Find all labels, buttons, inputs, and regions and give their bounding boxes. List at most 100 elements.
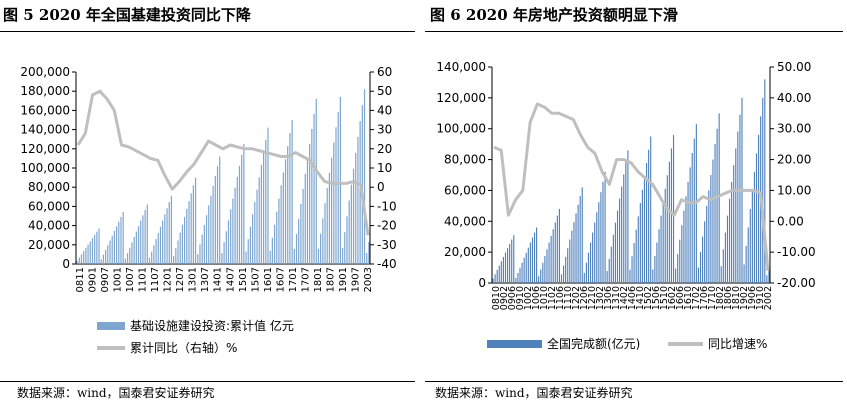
bar [309, 143, 311, 264]
bar [650, 136, 652, 283]
bar [175, 248, 177, 264]
bar [583, 272, 585, 283]
bar [291, 120, 293, 264]
bar [186, 209, 188, 264]
x-tick-label: 1910 [755, 286, 766, 310]
bar [295, 233, 298, 264]
bar [105, 249, 107, 264]
bar [743, 264, 745, 283]
bar [284, 159, 287, 264]
bar [527, 247, 529, 283]
legend-label: 累计同比（右轴）% [130, 340, 237, 355]
legend-bar-swatch [487, 340, 542, 348]
bar [621, 186, 623, 283]
bar [558, 208, 560, 283]
bar [592, 232, 594, 283]
bar [322, 218, 324, 264]
bar [293, 248, 295, 264]
right-title-rule [425, 31, 843, 32]
left-y-tick-label: 100,000 [20, 161, 70, 175]
right-y-tick-label: 50 [377, 84, 392, 98]
bar [173, 256, 175, 264]
x-tick-label: 1510 [659, 286, 670, 310]
bar [664, 188, 666, 283]
bar [735, 148, 737, 283]
right-y-tick-label: -10 [377, 199, 397, 213]
x-tick-label: 0811 [75, 267, 86, 292]
bar [542, 262, 544, 283]
bar [604, 171, 606, 283]
bar [278, 198, 280, 264]
bar [758, 134, 760, 283]
bar [519, 267, 521, 283]
bar [710, 175, 712, 283]
bar [533, 232, 536, 283]
bar [600, 192, 602, 283]
x-tick-label: 1702 [691, 286, 702, 310]
bar [608, 258, 610, 283]
bar [660, 215, 662, 283]
bar [267, 127, 269, 265]
x-tick-label: 1807 [325, 267, 336, 292]
bar [546, 249, 548, 283]
bar [361, 105, 363, 264]
left-y-tick-label: 160,000 [20, 103, 70, 117]
bar [511, 239, 513, 283]
bar [631, 256, 633, 283]
bar [502, 256, 504, 283]
bar [714, 144, 716, 283]
bar [214, 176, 216, 264]
bar [531, 237, 534, 283]
bar [94, 234, 96, 264]
bar [656, 242, 658, 283]
left-y-tick-label: 200,000 [20, 65, 70, 79]
bar [509, 243, 511, 283]
bar [571, 230, 573, 283]
bar [751, 190, 753, 283]
right-y-tick-label: -20 [377, 219, 397, 233]
x-tick-label: 1902 [739, 286, 750, 310]
bar [596, 212, 598, 283]
bar [668, 161, 670, 283]
bar [643, 176, 646, 283]
x-tick-label: 1810 [731, 286, 742, 310]
bar [666, 175, 668, 283]
bar [254, 202, 256, 264]
bar [249, 226, 252, 264]
bar [346, 216, 348, 264]
bar [728, 198, 731, 283]
bar [500, 261, 502, 283]
x-tick-label: 1710 [707, 286, 718, 310]
left-y-tick-label: 100,000 [436, 122, 486, 136]
bar [641, 189, 643, 283]
bar [563, 265, 565, 283]
bar [320, 233, 322, 264]
x-tick-label: 1301 [188, 267, 199, 292]
bar [718, 113, 720, 283]
yoy-line [76, 89, 370, 236]
bar [241, 154, 243, 264]
bar [536, 227, 538, 283]
x-tick-label: 0910 [515, 286, 526, 310]
bar [704, 221, 706, 283]
x-tick-label: 1502 [643, 286, 654, 310]
bar [699, 252, 702, 283]
bar [677, 254, 679, 283]
x-tick-label: 1607 [275, 267, 286, 292]
bar [629, 269, 631, 283]
bar [124, 258, 126, 264]
bar [324, 203, 326, 264]
bar [194, 177, 197, 264]
x-tick-label: 0906 [507, 286, 518, 310]
bar [614, 222, 617, 283]
bar [637, 216, 639, 283]
bar [271, 237, 273, 264]
bar [247, 239, 249, 264]
bar [697, 267, 699, 283]
bar [260, 164, 262, 264]
bar [610, 246, 612, 283]
bar [80, 254, 83, 264]
bar [339, 96, 341, 265]
bar [298, 218, 300, 264]
bar [188, 201, 190, 264]
